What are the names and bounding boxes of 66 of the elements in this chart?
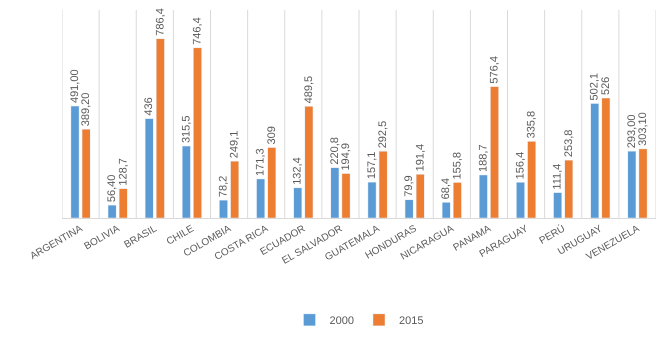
- data-label: 786,4: [154, 8, 166, 36]
- bar: [638, 148, 648, 218]
- data-label: 292,5: [377, 120, 390, 148]
- data-label: 78,2: [217, 176, 230, 198]
- bar: [156, 38, 165, 218]
- bar: [527, 141, 536, 218]
- data-label: 79,9: [403, 175, 416, 197]
- bar: [267, 147, 276, 218]
- data-label: 132,4: [292, 157, 304, 185]
- bar: [553, 192, 562, 218]
- bar: [193, 48, 202, 218]
- bar: [82, 129, 90, 218]
- bar: [479, 174, 488, 218]
- data-label: 220,8: [328, 137, 341, 165]
- data-label: 335,8: [526, 110, 538, 138]
- data-label: 68,4: [440, 178, 452, 200]
- data-label: 191,4: [414, 144, 426, 172]
- data-label: 315,5: [180, 116, 192, 144]
- data-label: 156,4: [514, 152, 526, 180]
- bar: [416, 174, 425, 218]
- bar: [516, 182, 525, 218]
- bar: [219, 200, 228, 218]
- legend-label: 2000: [330, 315, 354, 328]
- bar: [342, 173, 350, 218]
- bar: [256, 178, 265, 218]
- bar: [108, 204, 116, 218]
- bar: [628, 150, 636, 218]
- bar: [404, 200, 414, 218]
- data-label: 249,1: [228, 130, 241, 158]
- bar: [230, 160, 239, 218]
- bar: [602, 98, 610, 218]
- data-label: 171,3: [254, 148, 267, 176]
- data-label: 194,9: [340, 143, 352, 171]
- bar: [368, 182, 376, 218]
- data-label: 436: [143, 97, 156, 116]
- data-label: 303,10: [637, 112, 650, 146]
- data-label: 389,20: [80, 92, 92, 126]
- data-label: 188,7: [477, 144, 490, 172]
- legend-label: 2015: [398, 315, 424, 328]
- data-label: 111,4: [552, 164, 564, 190]
- bar: [564, 160, 574, 218]
- bar: [144, 118, 154, 218]
- bar: [293, 188, 302, 218]
- data-label: 491,00: [68, 69, 81, 104]
- data-label: 526: [600, 76, 612, 96]
- data-label: 489,5: [302, 76, 315, 104]
- data-label: 157,1: [366, 152, 378, 180]
- bar: [330, 167, 340, 218]
- bar: [182, 146, 191, 218]
- bar: [378, 151, 388, 218]
- bar: [442, 202, 451, 218]
- data-label: 576,4: [488, 56, 501, 84]
- data-label: 309: [266, 126, 278, 145]
- data-label: 746,4: [192, 17, 204, 45]
- data-label: 293,00: [626, 114, 638, 148]
- bar: [453, 182, 462, 218]
- bar: [590, 103, 600, 218]
- data-label: 155,8: [451, 152, 464, 180]
- bar: [304, 106, 314, 218]
- data-label: 502,1: [588, 72, 601, 101]
- bar: [118, 188, 128, 218]
- bar: [490, 86, 499, 218]
- data-label: 128,7: [117, 158, 130, 186]
- bar: [70, 106, 80, 218]
- data-label: 56,40: [106, 174, 118, 202]
- data-label: 253,8: [562, 130, 575, 158]
